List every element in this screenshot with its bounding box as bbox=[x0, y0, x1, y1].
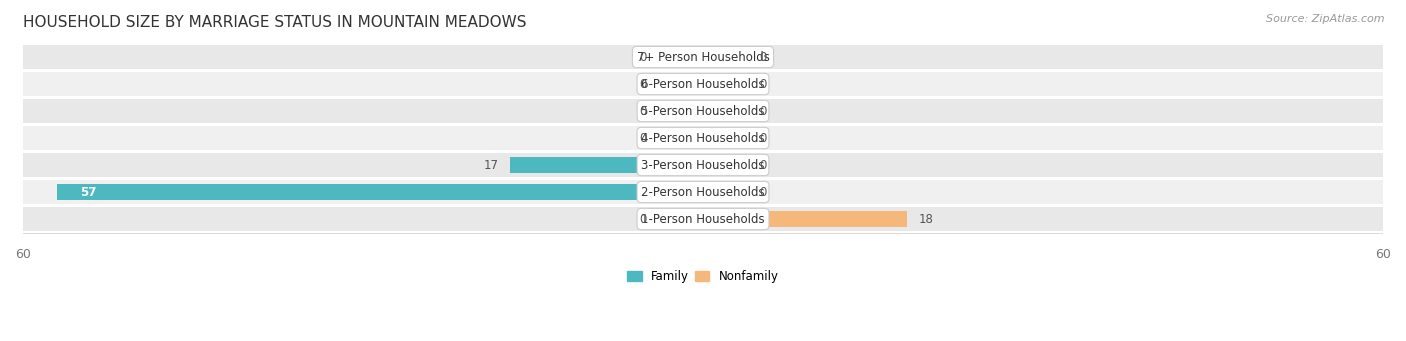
Text: 6-Person Households: 6-Person Households bbox=[641, 77, 765, 90]
Legend: Family, Nonfamily: Family, Nonfamily bbox=[623, 266, 783, 288]
Text: 0: 0 bbox=[638, 212, 647, 225]
Text: 0: 0 bbox=[638, 104, 647, 118]
Text: 0: 0 bbox=[759, 186, 768, 198]
Bar bbox=[22, 180, 1384, 204]
Text: Source: ZipAtlas.com: Source: ZipAtlas.com bbox=[1267, 14, 1385, 24]
Bar bbox=[658, 130, 703, 146]
Text: HOUSEHOLD SIZE BY MARRIAGE STATUS IN MOUNTAIN MEADOWS: HOUSEHOLD SIZE BY MARRIAGE STATUS IN MOU… bbox=[22, 15, 526, 30]
Text: 5-Person Households: 5-Person Households bbox=[641, 104, 765, 118]
Text: 0: 0 bbox=[759, 77, 768, 90]
Text: 0: 0 bbox=[759, 159, 768, 172]
Bar bbox=[22, 153, 1384, 177]
Bar bbox=[22, 72, 1384, 96]
Bar bbox=[703, 157, 748, 173]
Bar bbox=[658, 103, 703, 119]
Bar bbox=[703, 211, 907, 227]
Text: 18: 18 bbox=[918, 212, 934, 225]
Text: 0: 0 bbox=[759, 50, 768, 63]
Bar bbox=[703, 49, 748, 65]
Text: 0: 0 bbox=[638, 132, 647, 145]
Bar bbox=[22, 99, 1384, 123]
Text: 0: 0 bbox=[759, 132, 768, 145]
Text: 4-Person Households: 4-Person Households bbox=[641, 132, 765, 145]
Bar bbox=[703, 130, 748, 146]
Text: 1-Person Households: 1-Person Households bbox=[641, 212, 765, 225]
Bar bbox=[658, 76, 703, 92]
Bar bbox=[703, 76, 748, 92]
Bar bbox=[22, 126, 1384, 150]
Bar bbox=[658, 49, 703, 65]
Bar bbox=[703, 103, 748, 119]
Bar bbox=[56, 184, 703, 201]
Text: 0: 0 bbox=[638, 77, 647, 90]
Text: 7+ Person Households: 7+ Person Households bbox=[637, 50, 769, 63]
Bar bbox=[658, 211, 703, 227]
Bar bbox=[510, 157, 703, 173]
Bar bbox=[22, 207, 1384, 231]
Text: 0: 0 bbox=[759, 104, 768, 118]
Text: 57: 57 bbox=[80, 186, 96, 198]
Bar bbox=[703, 184, 748, 201]
Text: 0: 0 bbox=[638, 50, 647, 63]
Text: 17: 17 bbox=[484, 159, 499, 172]
Bar bbox=[22, 45, 1384, 69]
Text: 2-Person Households: 2-Person Households bbox=[641, 186, 765, 198]
Text: 3-Person Households: 3-Person Households bbox=[641, 159, 765, 172]
